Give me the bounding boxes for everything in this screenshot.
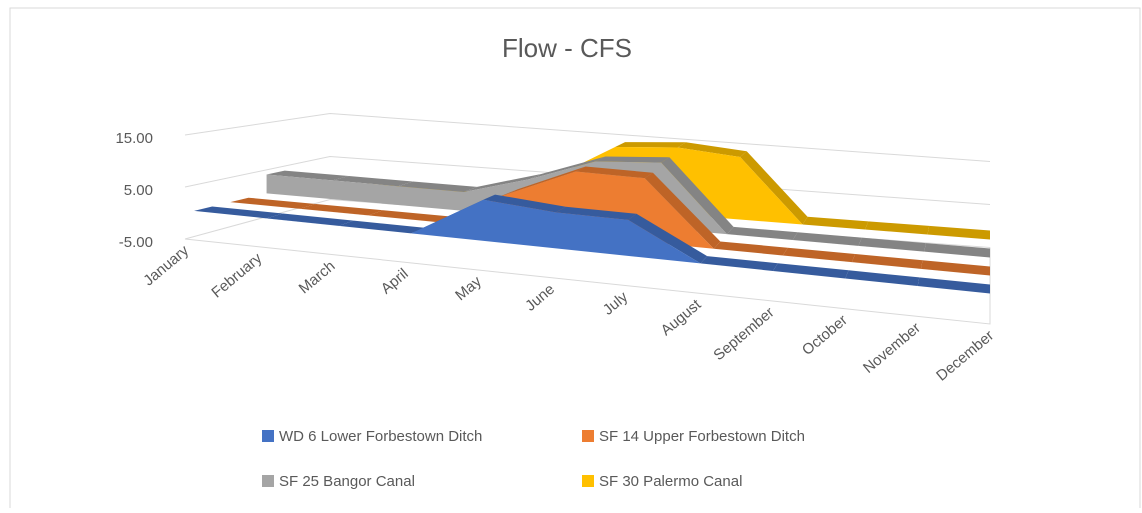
legend-swatch xyxy=(582,430,594,442)
area-top xyxy=(368,210,451,223)
area-top xyxy=(726,226,798,240)
area-top xyxy=(792,232,862,246)
legend-label: SF 30 Palermo Canal xyxy=(599,473,742,490)
area-top xyxy=(740,151,808,225)
area-top xyxy=(661,157,734,235)
area-top xyxy=(555,206,637,220)
chart-frame xyxy=(9,7,1141,513)
area-top xyxy=(628,213,708,264)
area-top xyxy=(266,213,354,226)
area-top xyxy=(858,237,926,252)
area-top xyxy=(782,247,856,263)
area-top xyxy=(194,206,283,219)
area-top xyxy=(506,166,586,195)
legend-label: WD 6 Lower Forbestown Ditch xyxy=(279,428,482,445)
area-top xyxy=(483,194,566,213)
chart-title: Flow - CFS xyxy=(502,33,632,63)
series-area xyxy=(194,194,990,294)
legend-label: SF 14 Upper Forbestown Ditch xyxy=(599,428,805,445)
grid-line xyxy=(184,112,991,162)
area-top xyxy=(713,241,788,256)
y-tick-label: 5.00 xyxy=(124,182,153,199)
legend-swatch xyxy=(582,475,594,487)
area-top xyxy=(529,156,606,180)
area-top xyxy=(644,172,721,249)
area-top xyxy=(332,176,413,187)
area-top xyxy=(772,263,849,279)
area-top xyxy=(266,170,349,181)
area-top xyxy=(924,243,990,258)
y-tick-label: -5.00 xyxy=(119,234,153,251)
area xyxy=(194,199,990,294)
legend-label: SF 25 Bangor Canal xyxy=(279,473,415,490)
area-top xyxy=(917,277,990,294)
area-top xyxy=(299,203,384,216)
area-top xyxy=(398,181,478,193)
area-top xyxy=(575,166,653,179)
y-tick-label: 15.00 xyxy=(115,130,153,147)
area-top xyxy=(920,260,990,276)
area-top xyxy=(700,256,778,271)
area-top xyxy=(615,142,686,148)
area-top xyxy=(338,220,425,234)
area-top xyxy=(927,225,990,240)
area-top xyxy=(802,216,869,230)
area-top xyxy=(677,142,747,157)
area-top xyxy=(845,270,920,286)
area-top xyxy=(230,197,316,209)
area-top xyxy=(865,221,930,235)
area-top xyxy=(851,253,923,269)
area-top xyxy=(463,173,542,193)
area-top xyxy=(595,156,670,163)
legend-swatch xyxy=(262,475,274,487)
legend-swatch xyxy=(262,430,274,442)
